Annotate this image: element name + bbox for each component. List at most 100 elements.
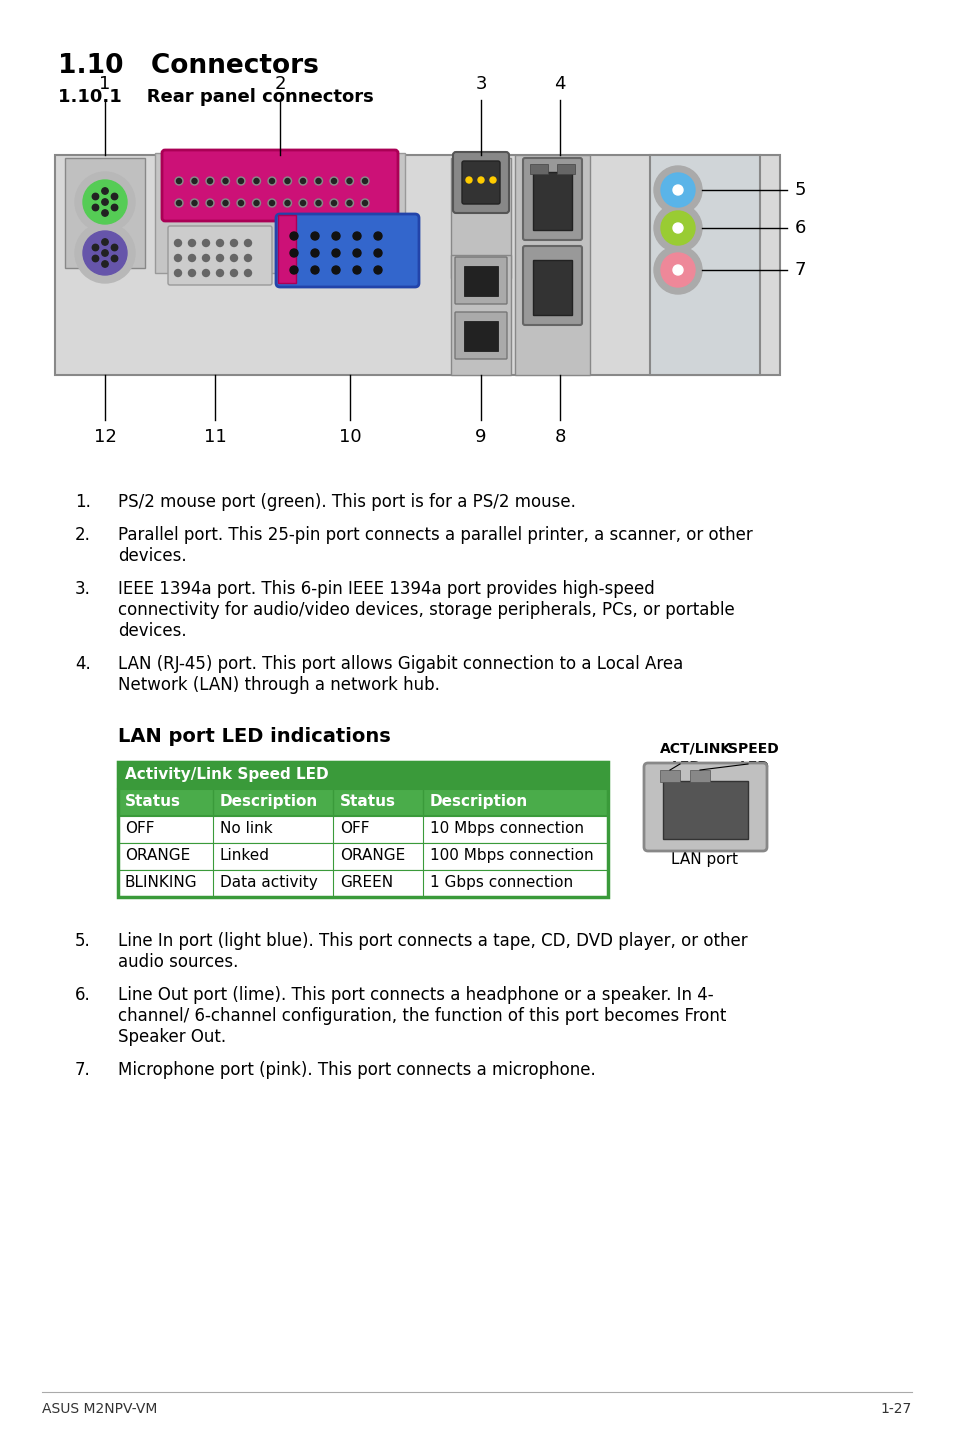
Circle shape <box>353 232 360 240</box>
Text: 2.: 2. <box>75 526 91 544</box>
Circle shape <box>315 178 320 184</box>
Circle shape <box>465 177 472 183</box>
Circle shape <box>231 255 237 262</box>
Text: No link: No link <box>220 821 273 835</box>
Circle shape <box>345 177 354 186</box>
Circle shape <box>92 256 98 262</box>
Circle shape <box>244 255 252 262</box>
FancyBboxPatch shape <box>522 246 581 325</box>
Text: 11: 11 <box>203 429 226 446</box>
FancyBboxPatch shape <box>461 161 499 204</box>
Circle shape <box>331 200 336 206</box>
Bar <box>451 255 511 375</box>
Circle shape <box>221 198 230 207</box>
Text: 5.: 5. <box>75 932 91 951</box>
Circle shape <box>191 198 198 207</box>
FancyBboxPatch shape <box>455 257 506 303</box>
Circle shape <box>314 198 322 207</box>
Circle shape <box>102 188 108 194</box>
Circle shape <box>660 211 695 244</box>
Text: OFF: OFF <box>339 821 369 835</box>
Circle shape <box>362 200 367 206</box>
Circle shape <box>192 200 196 206</box>
Text: Network (LAN) through a network hub.: Network (LAN) through a network hub. <box>118 676 439 695</box>
Circle shape <box>253 198 260 207</box>
Circle shape <box>331 178 336 184</box>
Circle shape <box>672 186 682 196</box>
Circle shape <box>660 173 695 207</box>
Text: 7.: 7. <box>75 1061 91 1078</box>
Text: ORANGE: ORANGE <box>125 848 190 863</box>
Circle shape <box>216 255 223 262</box>
Circle shape <box>311 266 318 275</box>
Text: ASUS M2NPV-VM: ASUS M2NPV-VM <box>42 1402 157 1416</box>
Text: 7: 7 <box>794 262 805 279</box>
Circle shape <box>269 200 274 206</box>
Circle shape <box>298 177 307 186</box>
Circle shape <box>216 269 223 276</box>
Circle shape <box>672 223 682 233</box>
Circle shape <box>290 266 297 275</box>
Circle shape <box>174 240 181 246</box>
Bar <box>451 158 511 278</box>
Bar <box>530 164 547 174</box>
Text: 1.10   Connectors: 1.10 Connectors <box>58 53 318 79</box>
Bar <box>118 815 607 843</box>
Circle shape <box>362 178 367 184</box>
Circle shape <box>92 244 98 250</box>
FancyBboxPatch shape <box>275 214 418 288</box>
Text: 1.: 1. <box>75 493 91 510</box>
Text: 9: 9 <box>475 429 486 446</box>
Text: 4: 4 <box>554 75 565 93</box>
Circle shape <box>236 177 245 186</box>
Circle shape <box>202 269 210 276</box>
Circle shape <box>374 266 381 275</box>
Text: 6.: 6. <box>75 986 91 1004</box>
Circle shape <box>92 193 98 200</box>
Bar <box>154 152 405 273</box>
Bar <box>649 155 760 375</box>
Text: 100 Mbps connection: 100 Mbps connection <box>430 848 593 863</box>
Circle shape <box>332 249 339 257</box>
Circle shape <box>490 177 496 183</box>
Circle shape <box>202 240 210 246</box>
Bar <box>118 762 607 897</box>
Circle shape <box>290 249 297 257</box>
Text: Line Out port (lime). This port connects a headphone or a speaker. In 4-: Line Out port (lime). This port connects… <box>118 986 713 1004</box>
Text: 6: 6 <box>794 219 805 237</box>
Text: LAN (RJ-45) port. This port allows Gigabit connection to a Local Area: LAN (RJ-45) port. This port allows Gigab… <box>118 654 682 673</box>
Circle shape <box>192 178 196 184</box>
Text: Parallel port. This 25-pin port connects a parallel printer, a scanner, or other: Parallel port. This 25-pin port connects… <box>118 526 752 544</box>
Text: BLINKING: BLINKING <box>125 874 197 890</box>
Circle shape <box>672 265 682 275</box>
Text: audio sources.: audio sources. <box>118 953 238 971</box>
Text: 10 Mbps connection: 10 Mbps connection <box>430 821 583 835</box>
Circle shape <box>231 240 237 246</box>
Circle shape <box>330 177 337 186</box>
Circle shape <box>244 269 252 276</box>
Bar <box>463 266 497 296</box>
Circle shape <box>268 177 275 186</box>
FancyBboxPatch shape <box>453 152 509 213</box>
Text: ACT/LINK: ACT/LINK <box>659 742 731 756</box>
Circle shape <box>332 266 339 275</box>
Circle shape <box>244 240 252 246</box>
Circle shape <box>83 232 127 275</box>
Circle shape <box>285 178 290 184</box>
Circle shape <box>174 198 183 207</box>
Bar <box>533 173 572 230</box>
Circle shape <box>477 177 483 183</box>
Text: SPEED: SPEED <box>727 742 778 756</box>
Circle shape <box>174 269 181 276</box>
Bar <box>118 843 607 870</box>
Circle shape <box>654 165 701 214</box>
Circle shape <box>298 198 307 207</box>
Circle shape <box>253 177 260 186</box>
Circle shape <box>332 232 339 240</box>
Text: Status: Status <box>125 794 181 810</box>
Text: devices.: devices. <box>118 623 187 640</box>
Circle shape <box>223 178 228 184</box>
Circle shape <box>238 200 243 206</box>
Circle shape <box>208 200 213 206</box>
Text: Microphone port (pink). This port connects a microphone.: Microphone port (pink). This port connec… <box>118 1061 595 1078</box>
